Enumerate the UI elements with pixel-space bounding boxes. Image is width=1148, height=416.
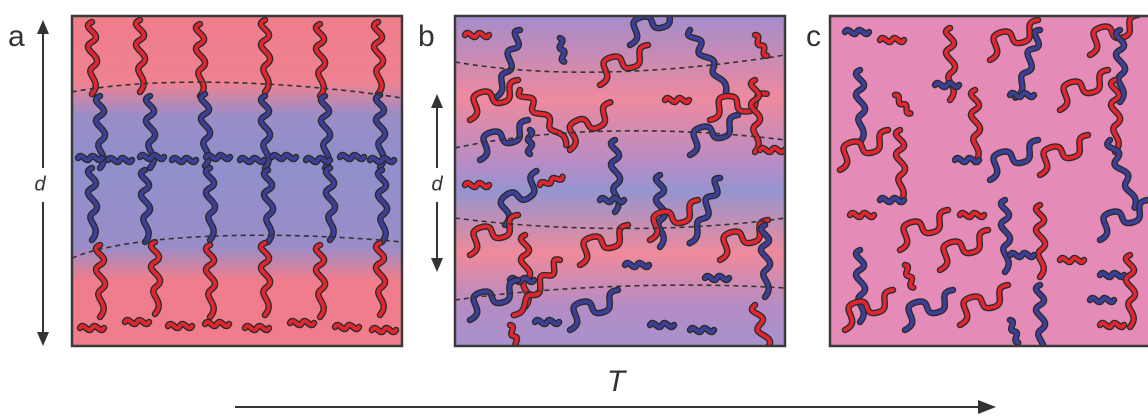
page: {"panels": [{"label": "a", "dimension_la… [0,0,1148,416]
axis-label: T [607,365,628,398]
diagram: a b c d d T [0,0,1148,416]
panel-c [830,15,1148,357]
panel-label: a [8,20,25,53]
dimension-label: d [34,173,46,195]
panel-a [72,16,402,346]
panel-label: b [418,20,435,53]
dimension-label: d [431,173,443,195]
panel-label: c [806,20,821,53]
temperature-arrow [235,400,996,414]
panel-b [455,5,785,376]
